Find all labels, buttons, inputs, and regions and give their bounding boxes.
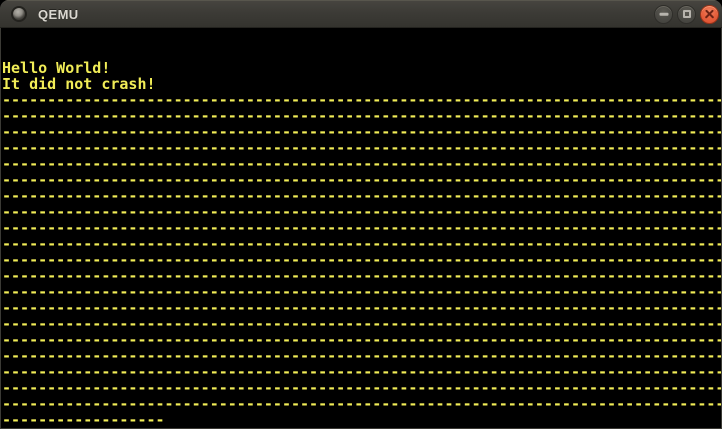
- screen-line: ----------------------------------------…: [2, 396, 721, 412]
- screen-line: ----------------------------------------…: [2, 92, 721, 108]
- window-controls: [654, 4, 719, 24]
- screen-line-hello-world: Hello World!: [2, 60, 111, 76]
- screen-line: ----------------------------------------…: [2, 124, 721, 140]
- window-menu-icon[interactable]: [11, 6, 27, 22]
- window-title: QEMU: [38, 6, 79, 22]
- vga-text-screen[interactable]: Hello World! It did not crash! ---------…: [1, 28, 721, 428]
- screen-line: ----------------------------------------…: [2, 204, 721, 220]
- maximize-button[interactable]: [677, 4, 696, 24]
- screen-line: ----------------------------------------…: [2, 364, 721, 380]
- titlebar[interactable]: QEMU: [0, 0, 722, 28]
- minimize-icon: [659, 12, 668, 16]
- screen-line: ----------------------------------------…: [2, 172, 721, 188]
- screen-line: ----------------------------------------…: [2, 236, 721, 252]
- close-button[interactable]: [700, 4, 719, 24]
- screen-line-did-not-crash: It did not crash!: [2, 76, 156, 92]
- screen-line: [1, 28, 721, 44]
- screen-line: [1, 44, 721, 60]
- screen-line: ----------------------------------------…: [2, 348, 721, 364]
- screen-line: ----------------------------------------…: [2, 284, 721, 300]
- screen-line: ------------------: [2, 412, 165, 428]
- screen-line: ----------------------------------------…: [2, 332, 721, 348]
- screen-line: ----------------------------------------…: [2, 220, 721, 236]
- screen-line: ----------------------------------------…: [2, 268, 721, 284]
- screen-line: ----------------------------------------…: [2, 252, 721, 268]
- screen-line: ----------------------------------------…: [2, 316, 721, 332]
- screen-line: ----------------------------------------…: [2, 156, 721, 172]
- screen-line: ----------------------------------------…: [2, 108, 721, 124]
- maximize-icon: [682, 10, 691, 18]
- screen-line: ----------------------------------------…: [2, 188, 721, 204]
- minimize-button[interactable]: [654, 4, 673, 24]
- screen-line: ----------------------------------------…: [2, 300, 721, 316]
- screen-line: ----------------------------------------…: [2, 140, 721, 156]
- screen-line: ----------------------------------------…: [2, 380, 721, 396]
